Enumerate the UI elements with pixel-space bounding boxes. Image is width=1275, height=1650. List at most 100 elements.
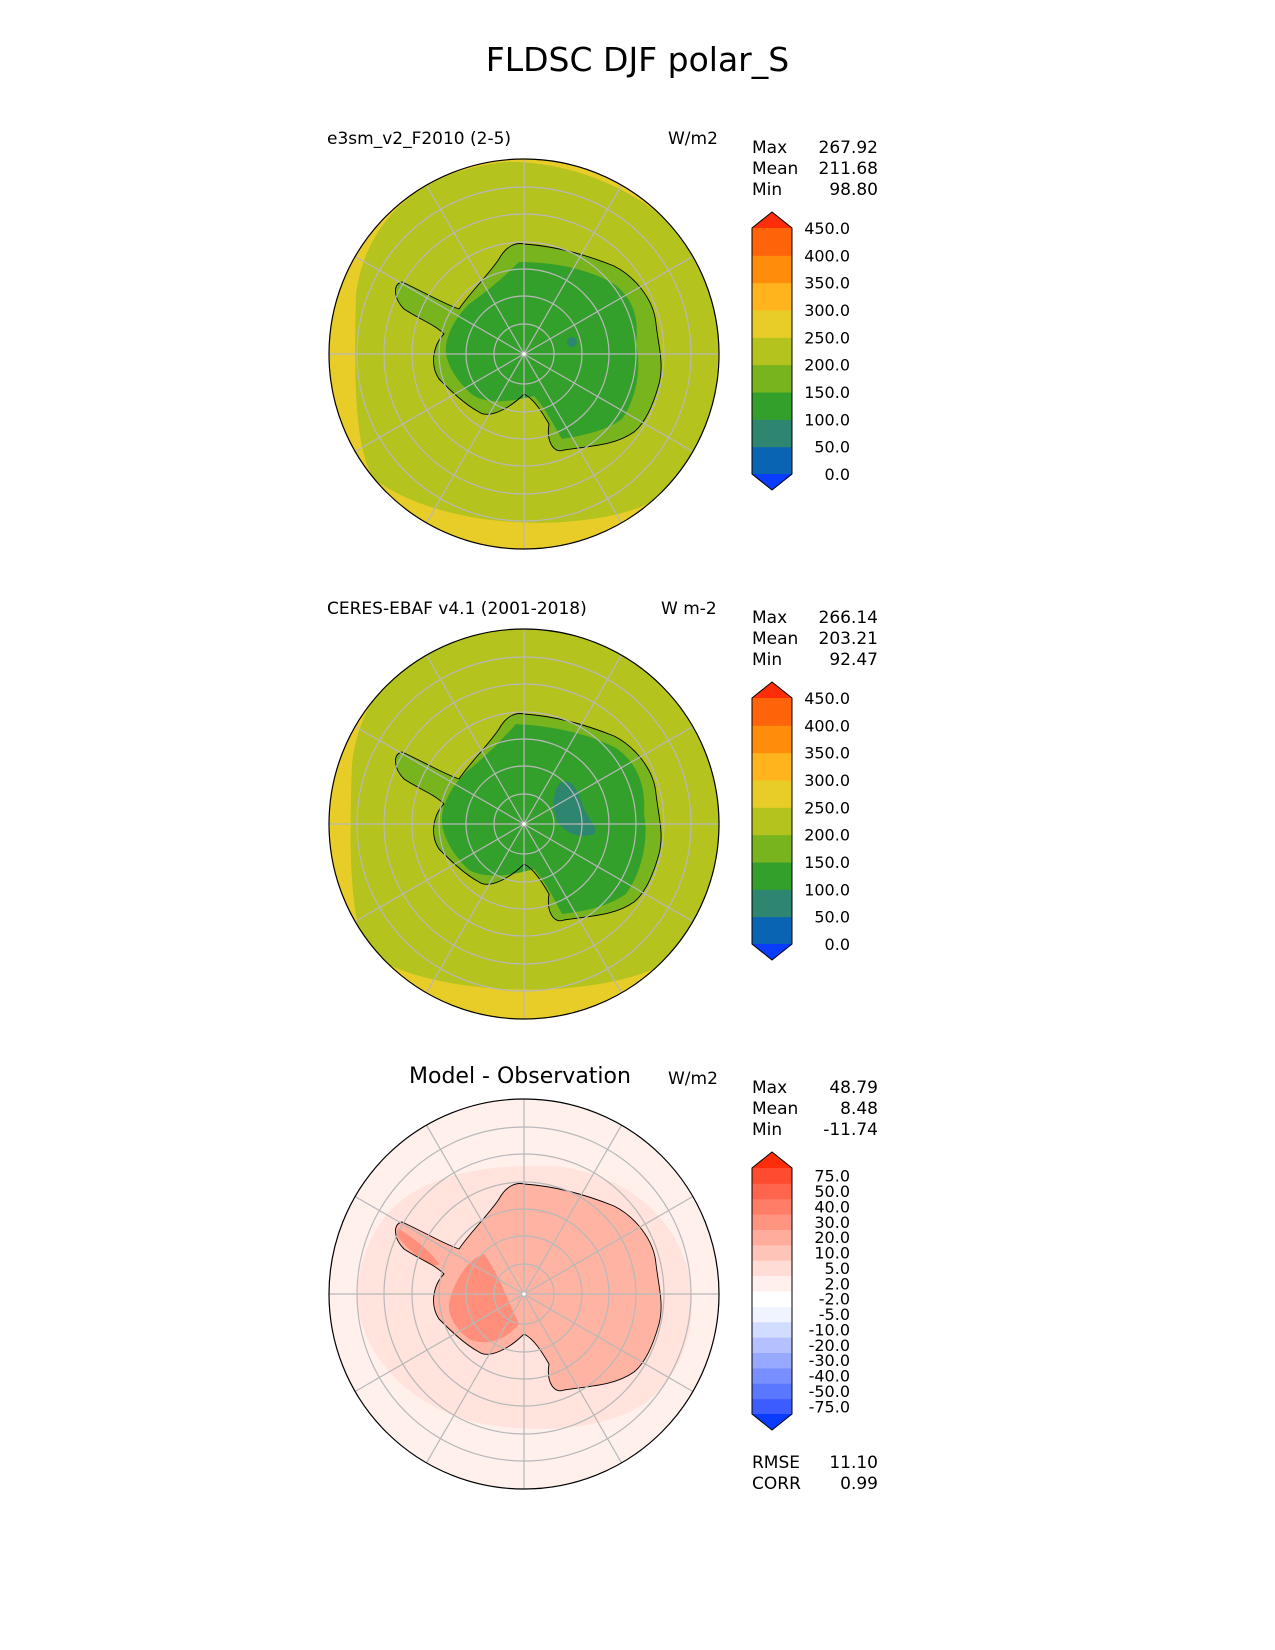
colorbar-swatch	[752, 1168, 792, 1184]
stat-max: Max 48.79	[752, 1078, 878, 1098]
colorbar-tick-label: 5.0	[825, 1259, 850, 1278]
colorbar-tick-label: 350.0	[804, 744, 850, 763]
colorbar-tick-label: -50.0	[809, 1382, 850, 1401]
colorbar-swatch	[752, 1291, 792, 1307]
colorbar-tick-label: -30.0	[809, 1351, 850, 1370]
colorbar-swatch	[752, 1244, 792, 1261]
stat-min: Min -11.74	[752, 1120, 878, 1140]
colorbar-swatch	[752, 916, 792, 945]
panel-diff-units: W/m2	[668, 1069, 718, 1089]
colorbar-tick-label: 400.0	[804, 246, 850, 265]
colorbar-swatch	[752, 1337, 792, 1353]
stat-mean: Mean 211.68	[752, 159, 878, 179]
colorbar-tick-label: 450.0	[804, 689, 850, 708]
colorbar-extend-max	[752, 682, 792, 698]
panel-ref-title: CERES-EBAF v4.1 (2001-2018)	[327, 599, 587, 619]
colorbar-tick-label: 250.0	[804, 798, 850, 817]
colorbar-tick-label: -10.0	[809, 1320, 850, 1339]
south-pole-marker	[522, 352, 526, 356]
colorbar-swatch	[752, 1260, 792, 1277]
panel-diff-stats: Max 48.79 Mean 8.48 Min -11.74	[752, 1078, 878, 1141]
colorbar-swatch	[752, 228, 792, 256]
colorbar-tick-label: 0.0	[825, 465, 850, 484]
panel-ref-stats: Max 266.14 Mean 203.21 Min 92.47	[752, 608, 878, 671]
colorbar-tick-label: 200.0	[804, 356, 850, 375]
colorbar-tick-label: 50.0	[814, 438, 850, 457]
colorbar-tick-label: -20.0	[809, 1336, 850, 1355]
stat-mean: Mean 8.48	[752, 1099, 878, 1119]
colorbar-swatch	[752, 1321, 792, 1338]
colorbar-tick-label: -40.0	[809, 1367, 850, 1386]
colorbar-tick-label: 75.0	[814, 1167, 850, 1186]
colorbar-tick-label: 40.0	[814, 1197, 850, 1216]
colorbar-tick-label: 2.0	[825, 1274, 850, 1293]
colorbar-extend-max	[752, 212, 792, 228]
stat-max: Max 266.14	[752, 608, 878, 628]
colorbar-tick-label: -5.0	[819, 1305, 850, 1324]
panel-ref-units: W m-2	[661, 599, 717, 619]
colorbar-swatch	[752, 1398, 792, 1415]
colorbar-swatch	[752, 282, 792, 311]
colorbar-extend-min	[752, 944, 792, 960]
colorbar-swatch	[752, 862, 792, 890]
stat-min: Min 92.47	[752, 650, 878, 670]
colorbar-swatch	[752, 255, 792, 284]
colorbar-extend-max	[752, 1152, 792, 1168]
colorbar-tick-label: -2.0	[819, 1290, 850, 1309]
panel-test-map	[328, 158, 720, 550]
panel-test-units: W/m2	[668, 129, 718, 149]
colorbar-tick-label: 10.0	[814, 1244, 850, 1263]
colorbar-tick-label: 450.0	[804, 219, 850, 238]
colorbar-tick-label: 100.0	[804, 880, 850, 899]
colorbar-ref: 0.0 50.0 100.0 150.0 200.0 250.0 300.0 350.0 400…	[751, 681, 850, 961]
colorbar-swatch	[752, 889, 792, 918]
colorbar-tick-label: 150.0	[804, 853, 850, 872]
panel-diff-title: Model - Observation	[409, 1064, 631, 1089]
colorbar-tick-label: 250.0	[804, 328, 850, 347]
stat-min: Min 98.80	[752, 180, 878, 200]
panel-ref-map	[328, 628, 720, 1020]
colorbar-tick-label: 50.0	[814, 908, 850, 927]
colorbar-tick-label: 300.0	[804, 771, 850, 790]
colorbar-outline	[751, 681, 793, 961]
colorbar-diff: -75.0-50.0-40.0-30.0-20.0-10.0-5.0-2.02.…	[751, 1151, 850, 1431]
colorbar-swatch	[752, 337, 792, 366]
colorbar-tick-label: 100.0	[804, 410, 850, 429]
colorbar-tick-label: 400.0	[804, 716, 850, 735]
colorbar-swatch	[752, 1383, 792, 1400]
colorbar-tick-label: 300.0	[804, 301, 850, 320]
colorbar-outline	[751, 1151, 793, 1431]
stat-mean: Mean 203.21	[752, 629, 878, 649]
colorbar-test: 0.0 50.0 100.0 150.0 200.0 250.0 300.0 350.0 400…	[751, 211, 850, 491]
colorbar-swatch	[752, 419, 792, 448]
map-boundary	[328, 158, 720, 550]
colorbar-swatch	[752, 780, 792, 808]
colorbar-swatch	[752, 392, 792, 420]
colorbar-swatch	[752, 446, 792, 475]
colorbar-tick-label: 0.0	[825, 935, 850, 954]
colorbar-tick-label: 50.0	[814, 1182, 850, 1201]
colorbar-tick-label: 20.0	[814, 1228, 850, 1247]
map-boundary	[328, 628, 720, 1020]
colorbar-swatch	[752, 1367, 792, 1384]
colorbar-swatch	[752, 1229, 792, 1246]
colorbar-swatch	[752, 364, 792, 393]
south-pole-marker	[522, 1292, 526, 1296]
colorbar-tick-label: 150.0	[804, 383, 850, 402]
colorbar-swatch	[752, 698, 792, 726]
colorbar-tick-label: 200.0	[804, 826, 850, 845]
panel-test-stats: Max 267.92 Mean 211.68 Min 98.80	[752, 138, 878, 201]
colorbar-extend-min	[752, 1414, 792, 1430]
colorbar-swatch	[752, 1352, 792, 1369]
colorbar-swatch	[752, 725, 792, 754]
colorbar-swatch	[752, 1306, 792, 1323]
colorbar-swatch	[752, 1214, 792, 1230]
colorbar-swatch	[752, 310, 792, 338]
colorbar-swatch	[752, 752, 792, 781]
colorbar-swatch	[752, 807, 792, 836]
panel-test-title: e3sm_v2_F2010 (2-5)	[327, 129, 512, 149]
colorbar-swatch	[752, 834, 792, 863]
figure-title: FLDSC DJF polar_S	[485, 40, 790, 79]
panel-diff-map	[328, 1098, 720, 1490]
map-boundary	[328, 1098, 720, 1490]
